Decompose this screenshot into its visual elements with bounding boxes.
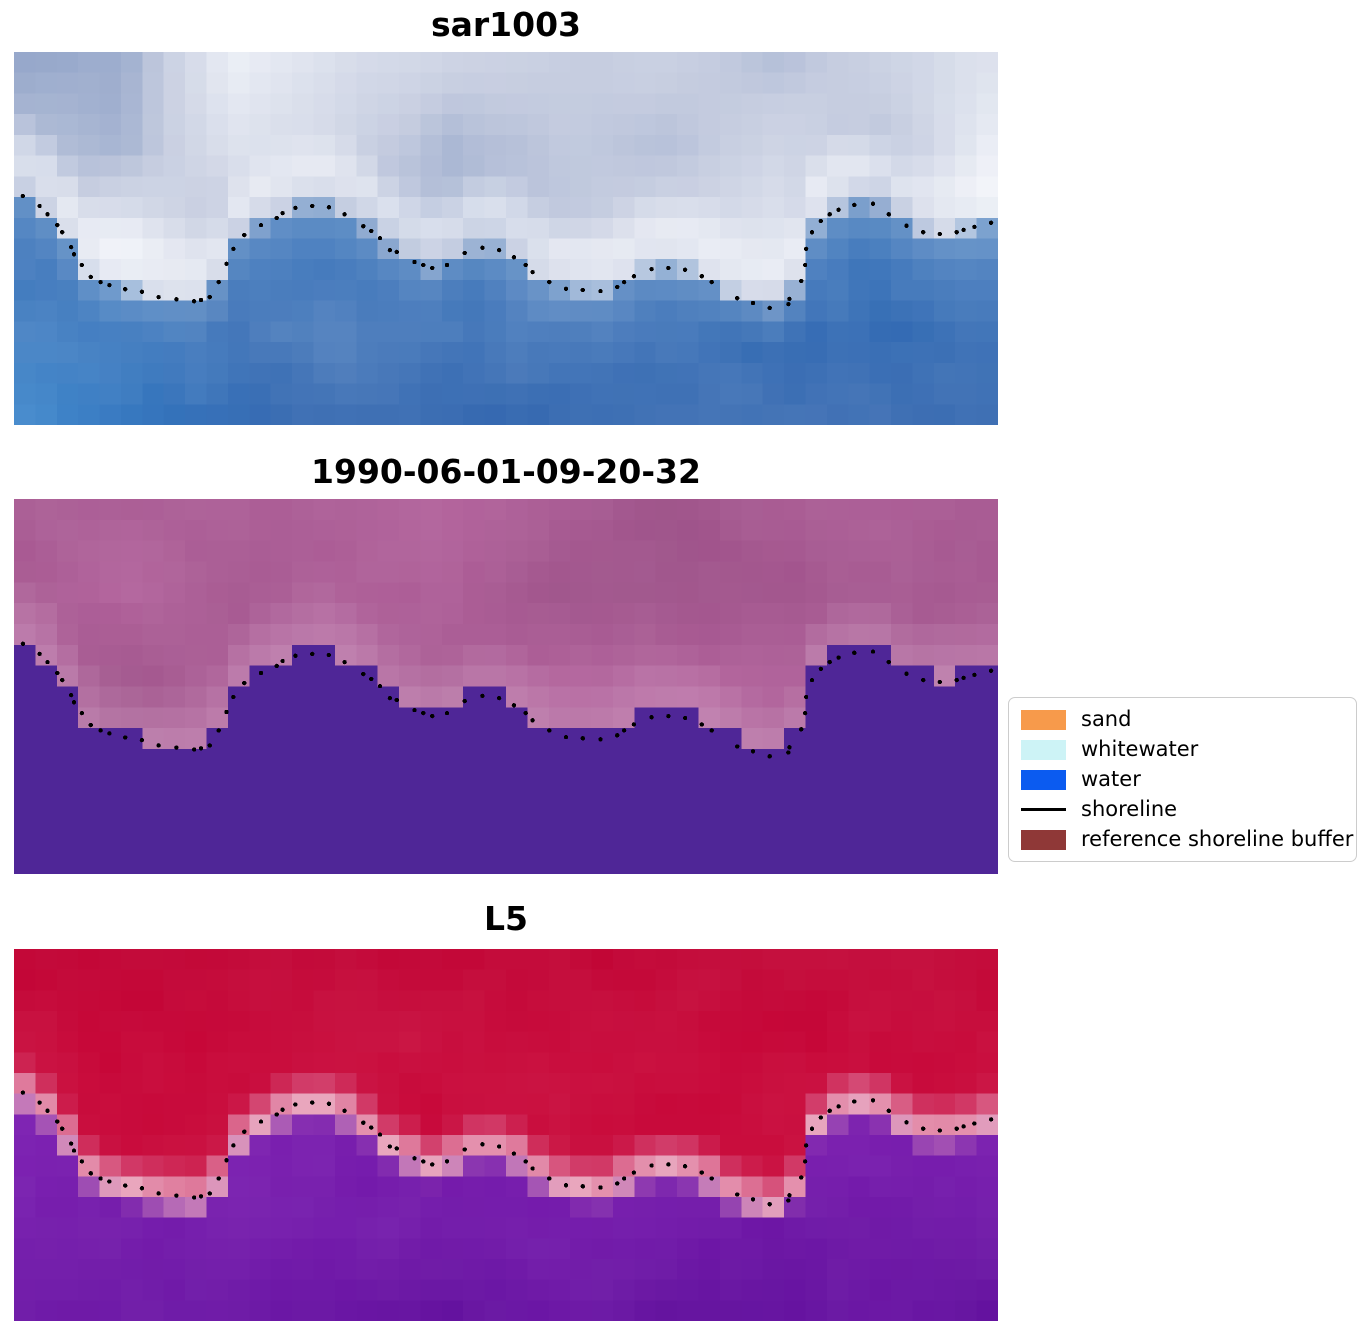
legend-item: whitewater <box>1021 739 1344 760</box>
panel-image-sar1003 <box>14 52 998 425</box>
legend-item-label: water <box>1081 767 1141 791</box>
legend-line-swatch <box>1021 808 1066 811</box>
legend-item: reference shoreline buffer <box>1021 829 1353 850</box>
panel-image-classified <box>14 499 998 874</box>
legend-item-label: shoreline <box>1081 797 1178 821</box>
panel-title-l5: L5 <box>484 899 528 938</box>
legend-swatch <box>1021 769 1066 790</box>
legend-item-label: sand <box>1081 707 1132 731</box>
legend-item: sand <box>1021 709 1344 730</box>
panel-title-date: 1990-06-01-09-20-32 <box>311 452 701 491</box>
legend-swatch <box>1021 739 1066 760</box>
panel-title-sar1003: sar1003 <box>430 5 582 44</box>
legend-item: water <box>1021 769 1344 790</box>
legend-item-label: whitewater <box>1081 737 1199 761</box>
legend-swatch <box>1021 829 1066 850</box>
panel-image-l5 <box>14 949 998 1321</box>
legend-item: shoreline <box>1021 799 1344 820</box>
legend-swatch <box>1021 709 1066 730</box>
legend-item-label: reference shoreline buffer <box>1081 827 1354 851</box>
legend: sand whitewater water shoreline referenc… <box>1008 697 1357 862</box>
